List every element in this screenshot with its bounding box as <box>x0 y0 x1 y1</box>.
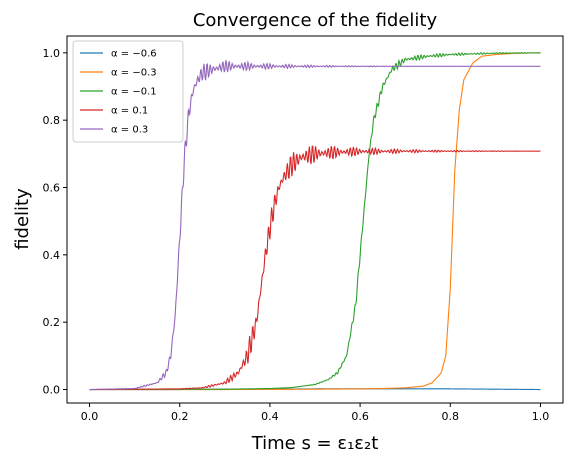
x-tick-label: 0.4 <box>261 410 279 423</box>
y-axis: 0.0 0.2 0.4 0.6 0.8 1.0 <box>43 47 67 397</box>
x-tick-label: 0.0 <box>81 410 99 423</box>
legend: α = −0.6 α = −0.3 α = −0.1 α = 0.1 α = 0.3 <box>72 40 184 143</box>
x-tick-label: 0.8 <box>442 410 460 423</box>
x-tick-label: 1.0 <box>532 410 550 423</box>
legend-label: α = −0.3 <box>111 68 157 79</box>
legend-label: α = −0.1 <box>111 87 157 98</box>
series-line-4 <box>89 60 541 391</box>
series-line-3 <box>89 145 541 391</box>
y-tick-label: 0.4 <box>43 249 61 262</box>
legend-box <box>72 40 184 143</box>
x-axis: 0.0 0.2 0.4 0.6 0.8 1.0 <box>81 403 549 423</box>
legend-label: α = 0.1 <box>111 106 148 117</box>
x-axis-title: Time s = ε₁ε₂t <box>251 433 379 454</box>
plot-frame <box>66 35 564 404</box>
y-tick-label: 1.0 <box>43 47 61 60</box>
legend-label: α = −0.6 <box>111 49 157 60</box>
y-tick-label: 0.6 <box>43 182 61 195</box>
legend-label: α = 0.3 <box>111 125 148 136</box>
y-tick-label: 0.0 <box>43 384 61 397</box>
chart-title: Convergence of the fidelity <box>193 10 438 31</box>
y-axis-title: fidelity <box>12 188 33 250</box>
x-tick-label: 0.2 <box>171 410 189 423</box>
y-tick-label: 0.2 <box>43 316 61 329</box>
series-lines <box>89 51 541 391</box>
x-tick-label: 0.6 <box>351 410 369 423</box>
y-tick-label: 0.8 <box>43 114 61 127</box>
